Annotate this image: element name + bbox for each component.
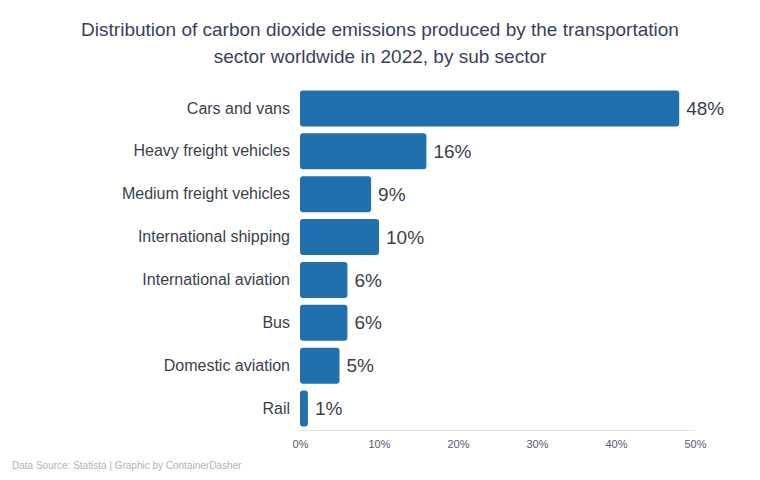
y-axis: Cars and vans Heavy freight vehicles Mediu…	[122, 100, 290, 417]
x-tick-label: 0%	[293, 438, 309, 450]
x-tick: 10%	[368, 430, 390, 450]
bar	[300, 391, 308, 427]
category-label: Domestic aviation	[164, 357, 290, 374]
category-label: International aviation	[142, 271, 290, 288]
title: Distribution of carbon dioxide emissions…	[81, 19, 679, 40]
source: Data Source: Statista | Graphic by Conta…	[12, 460, 242, 471]
category-label: Medium freight vehicles	[122, 185, 290, 202]
data-label: 9%	[378, 184, 406, 205]
bar	[300, 90, 679, 126]
y-tick: Domestic aviation	[164, 357, 290, 374]
x-tick-label: 30%	[526, 438, 548, 450]
bar	[300, 348, 340, 384]
x-axis: 0% 10% 20% 30% 40% 50%	[293, 430, 707, 450]
x-tick-label: 50%	[684, 438, 706, 450]
x-tick: 20%	[447, 430, 469, 450]
title: sector worldwide in 2022, by sub sector	[214, 46, 547, 67]
data-label: 48%	[686, 98, 724, 119]
x-tick-label: 10%	[368, 438, 390, 450]
data-label: 16%	[433, 141, 471, 162]
x-tick-label: 40%	[605, 438, 627, 450]
bar	[300, 262, 347, 298]
category-label: International shipping	[138, 228, 290, 245]
y-tick: Cars and vans	[187, 100, 290, 117]
category-label: Bus	[262, 314, 290, 331]
y-tick: Heavy freight vehicles	[133, 142, 290, 159]
bar	[300, 219, 379, 255]
y-tick: Medium freight vehicles	[122, 185, 290, 202]
y-tick: International aviation	[142, 271, 290, 288]
y-tick: Bus	[262, 314, 290, 331]
category-label: Cars and vans	[187, 100, 290, 117]
y-tick: Rail	[262, 400, 290, 417]
category-label: Heavy freight vehicles	[133, 142, 290, 159]
x-tick: 50%	[684, 430, 706, 450]
bars	[300, 90, 679, 426]
x-axis-line	[301, 430, 696, 431]
x-tick-label: 20%	[447, 438, 469, 450]
data-label: 6%	[354, 270, 382, 291]
x-tick: 40%	[605, 430, 627, 450]
data-label: 6%	[354, 312, 382, 333]
bar	[300, 305, 347, 341]
data-labels: 48% 16% 9% 10% 6% 6% 5% 1%	[315, 98, 724, 419]
bar	[300, 133, 426, 169]
category-label: Rail	[262, 400, 290, 417]
x-tick: 30%	[526, 430, 548, 450]
x-tick: 0%	[293, 430, 309, 450]
data-label: 5%	[347, 355, 375, 376]
bar	[300, 176, 371, 212]
chart: Distribution of carbon dioxide emissions…	[0, 0, 760, 480]
data-label: 1%	[315, 398, 343, 419]
data-label: 10%	[386, 227, 424, 248]
y-tick: International shipping	[138, 228, 290, 245]
